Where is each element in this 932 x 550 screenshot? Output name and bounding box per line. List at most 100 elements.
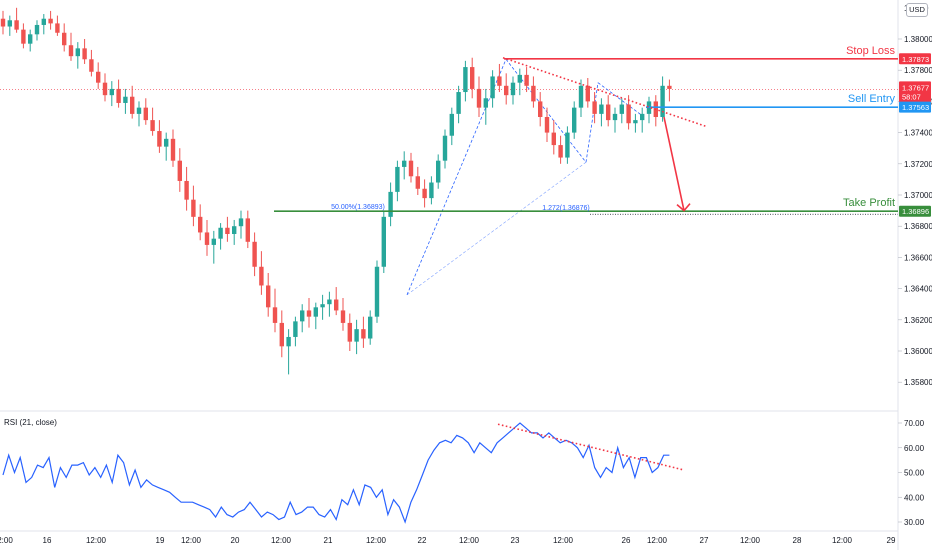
- price-tick-label: 1.36200: [904, 316, 932, 325]
- time-tick-label: 12:00: [366, 536, 387, 545]
- time-tick-label: 22: [418, 536, 427, 545]
- candle-body: [531, 85, 536, 102]
- time-tick-label: 26: [622, 536, 631, 545]
- price-tick-label: 1.37400: [904, 129, 932, 138]
- candle-body: [374, 266, 380, 317]
- price-tick-label: 1.37800: [904, 66, 932, 75]
- candle-body: [41, 18, 46, 25]
- candle-body: [14, 20, 19, 30]
- svg-text:1.36896: 1.36896: [902, 207, 929, 216]
- time-axis[interactable]: 2:00 16 12:00 19 12:00 20 12:00 21 12:00 22 12:00 2…: [0, 536, 896, 545]
- rsi-tick-label: 60.00: [904, 444, 925, 453]
- bearish-arrow-icon: [663, 116, 691, 212]
- svg-text:58:07: 58:07: [902, 92, 921, 101]
- candle-body: [170, 138, 176, 161]
- candle-body: [191, 199, 196, 217]
- candle-body: [633, 120, 638, 124]
- pattern-leg: [406, 59, 507, 295]
- candle-body: [21, 29, 26, 44]
- candle-body: [116, 88, 121, 103]
- candle-body: [619, 104, 624, 114]
- rsi-tick-label: 40.00: [904, 493, 925, 502]
- candle-body: [164, 138, 169, 147]
- candle-body: [524, 74, 529, 86]
- time-tick-label: 29: [887, 536, 896, 545]
- svg-text:1.37873: 1.37873: [902, 55, 929, 64]
- candle-body: [517, 74, 522, 83]
- sell-entry-tag: 1.37563: [899, 101, 931, 113]
- candle-body: [75, 48, 80, 57]
- pattern-leg: [406, 161, 587, 296]
- candle-body: [82, 48, 87, 60]
- price-tick-label: 1.35800: [904, 378, 932, 387]
- time-tick-label: 2:00: [0, 536, 13, 545]
- time-tick-label: 12:00: [271, 536, 292, 545]
- candle-body: [177, 160, 182, 181]
- candle-body: [667, 85, 672, 89]
- candle-body: [449, 113, 454, 136]
- candle-body: [408, 160, 414, 177]
- candle-body: [109, 88, 114, 96]
- candle-body: [640, 113, 645, 121]
- candle-body: [476, 88, 482, 108]
- candle-body: [62, 32, 67, 46]
- candle-body: [592, 101, 597, 114]
- svg-text:1.37563: 1.37563: [902, 103, 929, 112]
- candle-body: [402, 160, 407, 167]
- candle-body: [232, 226, 237, 234]
- candle-body: [456, 92, 461, 114]
- candle-body: [490, 76, 495, 99]
- time-tick-label: 19: [156, 536, 165, 545]
- candle-body: [483, 98, 488, 108]
- price-tick-label: 1.38000: [904, 35, 932, 44]
- candle-body: [436, 160, 441, 183]
- candle-body: [272, 307, 278, 323]
- currency-badge[interactable]: USD: [906, 3, 928, 17]
- fib-extension-label: 1.272(1.36876): [542, 205, 589, 212]
- rsi-line: [2, 422, 670, 524]
- svg-text:1.37677: 1.37677: [902, 83, 929, 92]
- candle-body: [300, 310, 305, 322]
- fib-retracement-label: 50.00%(1.36893): [331, 204, 385, 211]
- candle-body: [89, 59, 94, 72]
- candle-body: [565, 132, 570, 158]
- time-tick-label: 12:00: [181, 536, 202, 545]
- rsi-tick-label: 70.00: [904, 419, 925, 428]
- candle-body: [354, 329, 359, 342]
- rsi-axis[interactable]: 70.00 60.00 50.00 40.00 30.00: [898, 419, 925, 527]
- candle-body: [245, 218, 250, 242]
- candle-body: [415, 176, 420, 189]
- candle-body: [497, 76, 502, 86]
- candle-body: [340, 310, 346, 323]
- candle-body: [28, 34, 33, 44]
- candle-body: [204, 232, 210, 245]
- candle-body: [266, 285, 271, 308]
- candle-body: [558, 145, 563, 158]
- time-tick-label: 27: [700, 536, 709, 545]
- price-tick-label: 1.36000: [904, 347, 932, 356]
- time-tick-label: 12:00: [553, 536, 574, 545]
- candle-body: [313, 307, 318, 317]
- candle-body: [102, 82, 108, 96]
- candle-body: [306, 310, 312, 317]
- candle-body: [286, 336, 291, 347]
- candle-body: [585, 85, 590, 102]
- candle-body: [252, 241, 257, 267]
- candle-body: [429, 182, 434, 199]
- candle-body: [388, 191, 393, 217]
- candle-body: [320, 304, 325, 308]
- time-tick-label: 12:00: [86, 536, 107, 545]
- candle-body: [463, 67, 468, 93]
- candle-body: [442, 135, 448, 161]
- time-tick-label: 21: [324, 536, 333, 545]
- rsi-tick-label: 50.00: [904, 469, 925, 478]
- time-tick-label: 12:00: [647, 536, 668, 545]
- candle-body: [538, 101, 543, 117]
- rsi-title: RSI (21, close): [4, 418, 57, 427]
- price-tick-label: 1.36600: [904, 253, 932, 262]
- time-tick-label: 12:00: [740, 536, 761, 545]
- candle-body: [578, 85, 584, 108]
- time-tick-label: 20: [231, 536, 240, 545]
- candle-body: [551, 132, 556, 146]
